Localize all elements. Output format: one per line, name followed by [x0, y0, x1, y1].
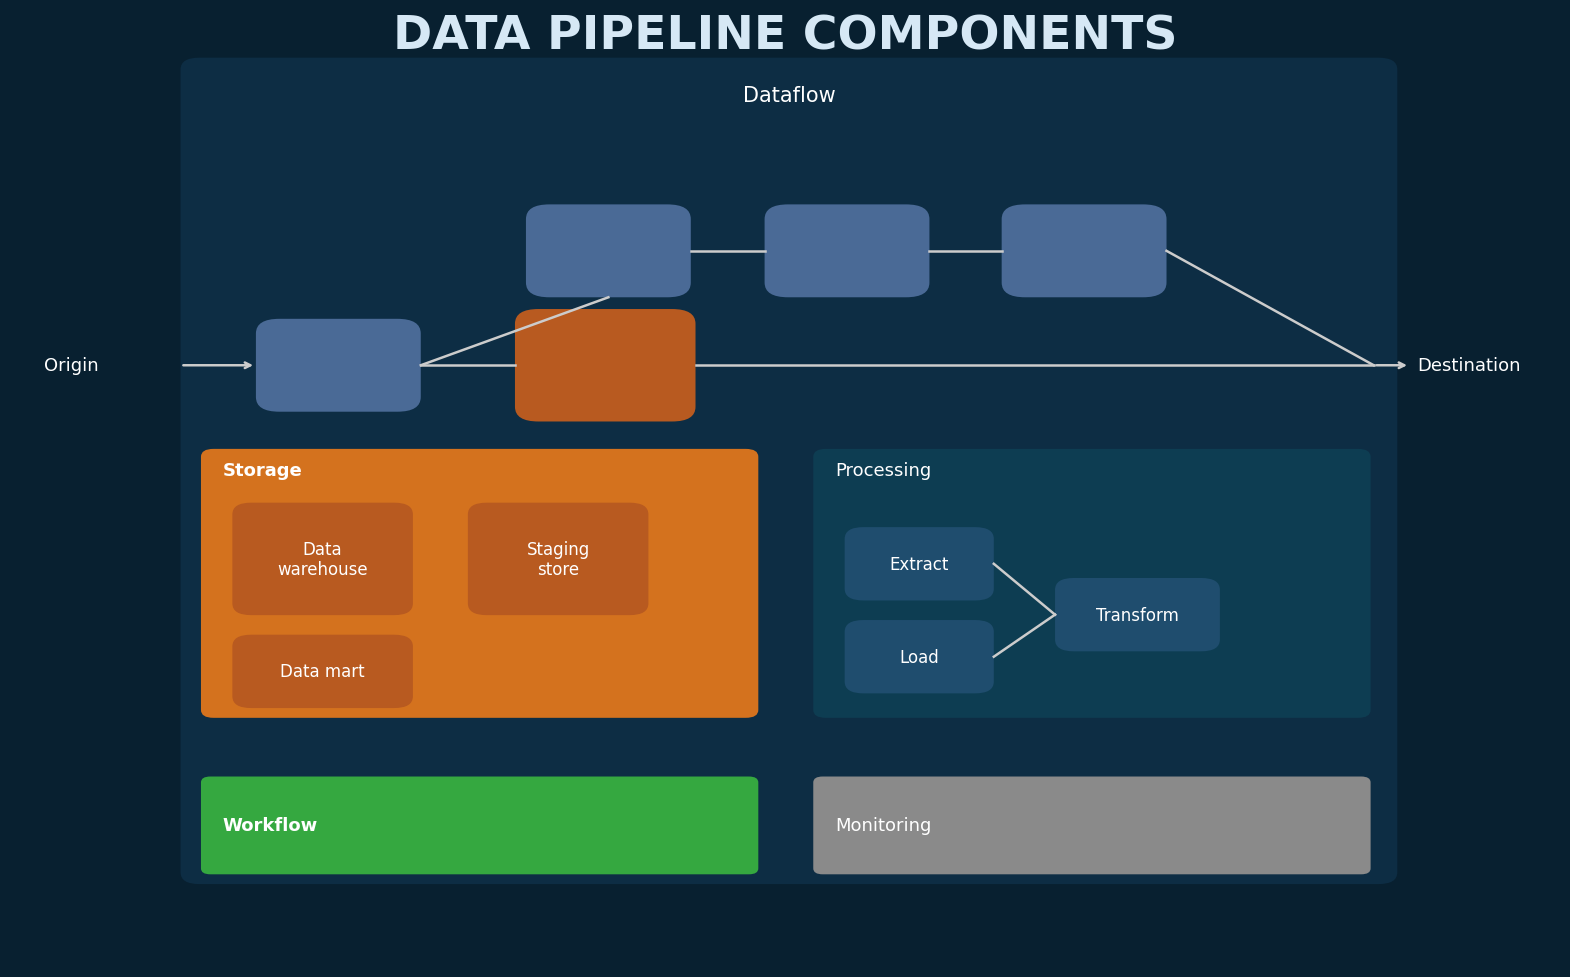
FancyBboxPatch shape — [232, 635, 413, 708]
Text: DATA PIPELINE COMPONENTS: DATA PIPELINE COMPONENTS — [392, 15, 1178, 60]
FancyBboxPatch shape — [256, 319, 421, 412]
Text: Dataflow: Dataflow — [743, 86, 835, 106]
FancyBboxPatch shape — [813, 777, 1371, 874]
Text: Data
warehouse: Data warehouse — [278, 540, 367, 578]
FancyBboxPatch shape — [201, 449, 758, 718]
FancyBboxPatch shape — [232, 503, 413, 616]
Text: Monitoring: Monitoring — [835, 817, 931, 834]
FancyBboxPatch shape — [845, 620, 994, 694]
Text: Workflow: Workflow — [223, 817, 319, 834]
Text: Extract: Extract — [890, 555, 948, 573]
Text: Storage: Storage — [223, 462, 303, 480]
FancyBboxPatch shape — [526, 205, 691, 298]
Text: Origin: Origin — [44, 357, 99, 375]
FancyBboxPatch shape — [813, 449, 1371, 718]
FancyBboxPatch shape — [181, 59, 1397, 884]
Text: Destination: Destination — [1418, 357, 1521, 375]
Text: Load: Load — [900, 648, 939, 666]
Text: Data mart: Data mart — [281, 662, 364, 681]
FancyBboxPatch shape — [1055, 578, 1220, 652]
FancyBboxPatch shape — [515, 310, 696, 422]
FancyBboxPatch shape — [765, 205, 929, 298]
FancyBboxPatch shape — [845, 528, 994, 601]
Text: Staging
store: Staging store — [526, 540, 590, 578]
FancyBboxPatch shape — [201, 777, 758, 874]
FancyBboxPatch shape — [468, 503, 648, 616]
Text: Transform: Transform — [1096, 606, 1179, 624]
Text: Processing: Processing — [835, 462, 931, 480]
FancyBboxPatch shape — [1002, 205, 1167, 298]
